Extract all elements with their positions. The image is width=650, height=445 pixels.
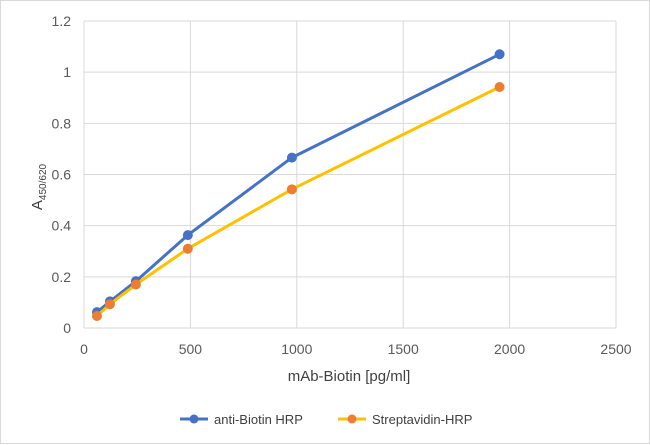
x-tick-label: 1500 (388, 341, 419, 357)
x-tick-label: 500 (179, 341, 203, 357)
data-point (182, 243, 193, 254)
y-axis-title: A450/620 (29, 163, 49, 210)
legend: anti-Biotin HRP Streptavidin-HRP (180, 412, 472, 427)
y-axis-title-subscript: 450/620 (38, 163, 49, 200)
data-series (91, 49, 505, 321)
x-axis-title: mAb-Biotin [pg/ml] (288, 368, 411, 385)
y-tick-label: 0 (63, 320, 71, 336)
legend-marker (347, 414, 357, 424)
series-line (95, 85, 502, 318)
data-point (494, 49, 505, 60)
y-tick-label: 0.8 (52, 115, 72, 131)
x-tick-labels: 0 500 1000 1500 2000 2500 (80, 341, 632, 357)
data-point (286, 152, 297, 163)
y-axis-title-main: A (29, 200, 46, 210)
y-tick-label: 1.2 (52, 13, 72, 29)
data-point (104, 299, 115, 310)
data-point (91, 310, 102, 321)
legend-item: Streptavidin-HRP (338, 412, 472, 427)
y-tick-label: 0.2 (52, 269, 72, 285)
series-2 (91, 82, 505, 321)
legend-marker (189, 414, 199, 424)
gridlines (83, 20, 617, 329)
x-tick-label: 2500 (600, 341, 631, 357)
series-line (95, 52, 502, 314)
data-point (130, 279, 141, 290)
data-point (286, 184, 297, 195)
data-point (182, 230, 193, 241)
legend-item: anti-Biotin HRP (180, 412, 303, 427)
y-tick-label: 1 (63, 64, 71, 80)
data-point (494, 82, 505, 93)
y-tick-labels: 0 0.2 0.4 0.6 0.8 1 1.2 (52, 13, 72, 336)
x-tick-label: 2000 (494, 341, 525, 357)
legend-label: Streptavidin-HRP (372, 412, 472, 427)
legend-label: anti-Biotin HRP (214, 412, 303, 427)
x-tick-label: 1000 (281, 341, 312, 357)
y-tick-label: 0.6 (52, 167, 72, 183)
y-tick-label: 0.4 (52, 218, 72, 234)
x-tick-label: 0 (80, 341, 88, 357)
